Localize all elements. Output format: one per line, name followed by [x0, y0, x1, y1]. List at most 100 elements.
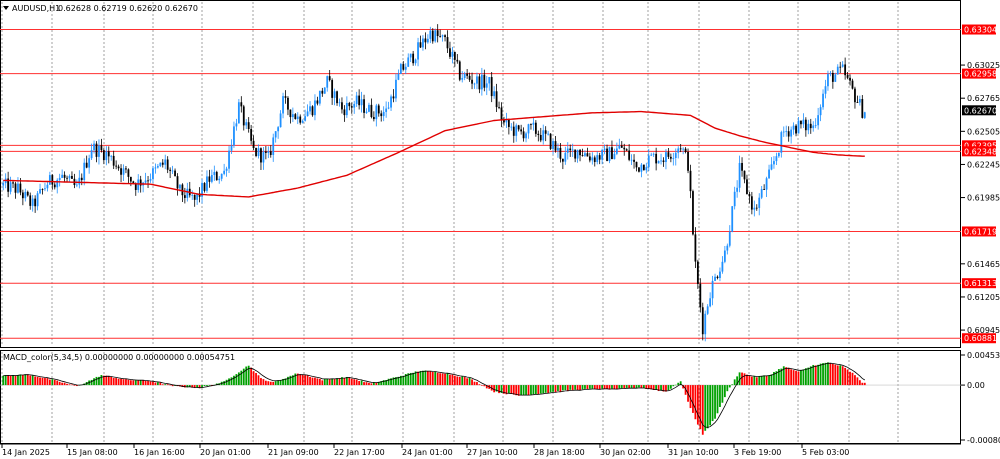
- candle-body: [593, 157, 596, 162]
- candle-body: [412, 53, 415, 64]
- candle-body: [311, 106, 314, 116]
- macd-bar: [289, 375, 292, 386]
- macd-bar: [51, 379, 54, 386]
- candle-body: [12, 182, 14, 184]
- macd-bar: [137, 380, 140, 386]
- macd-bar: [647, 385, 650, 389]
- candle-body: [768, 169, 770, 179]
- candle-body: [291, 114, 294, 118]
- macd-bar: [142, 380, 145, 386]
- candle-body: [782, 131, 785, 133]
- macd-bar: [613, 385, 616, 390]
- macd-bar: [495, 385, 498, 392]
- candle-body: [426, 38, 429, 43]
- candle-body: [861, 99, 864, 118]
- macd-bar: [660, 385, 662, 391]
- candle-body: [667, 152, 670, 157]
- macd-bar: [591, 385, 594, 389]
- macd-bar: [343, 378, 346, 386]
- candle-body: [402, 64, 405, 70]
- candle-body: [721, 261, 724, 272]
- macd-bar: [117, 378, 120, 386]
- candle-body: [98, 145, 100, 157]
- candle-body: [78, 177, 81, 185]
- macd-bar: [851, 372, 854, 386]
- macd-bar: [463, 376, 466, 386]
- macd-bar: [719, 385, 721, 407]
- macd-bar: [655, 385, 658, 390]
- candle-body: [257, 148, 260, 156]
- macd-bar: [623, 385, 626, 389]
- candle-body: [471, 79, 473, 84]
- candle-body: [117, 166, 120, 169]
- candle-body: [858, 99, 861, 103]
- macd-bar: [586, 385, 589, 390]
- candle-body: [647, 155, 650, 168]
- macd-bar: [814, 365, 817, 386]
- x-tick-label: 16 Jan 16:00: [134, 448, 185, 457]
- macd-bar: [714, 385, 716, 419]
- macd-bar: [753, 376, 756, 386]
- candle-body: [613, 153, 616, 160]
- candle-body: [21, 192, 24, 199]
- candle-body: [701, 307, 704, 335]
- macd-bar: [71, 384, 73, 386]
- candle-body: [453, 51, 456, 60]
- macd-bar: [768, 375, 770, 386]
- candle-body: [294, 114, 297, 120]
- collapse-triangle-icon[interactable]: [3, 6, 9, 10]
- candle-body: [615, 148, 618, 154]
- macd-bar: [584, 385, 586, 389]
- macd-bar: [100, 375, 103, 386]
- candle-body: [844, 64, 847, 76]
- candle-body: [306, 111, 309, 117]
- macd-bar: [542, 385, 545, 394]
- macd-bar: [728, 385, 731, 388]
- candle-body: [154, 167, 157, 169]
- candle-body: [719, 271, 721, 278]
- macd-bar: [34, 376, 37, 386]
- candle-body: [623, 147, 626, 150]
- candle-body: [780, 132, 783, 153]
- macd-bar: [417, 371, 419, 386]
- macd-bar: [191, 385, 194, 388]
- candle-body: [215, 171, 218, 181]
- candle-body: [601, 149, 604, 160]
- macd-bar: [19, 374, 22, 386]
- level-price-badge: [962, 140, 996, 151]
- macd-bar: [682, 385, 685, 389]
- macd-bar: [48, 379, 51, 386]
- candle-body: [122, 168, 125, 175]
- candle-body: [608, 147, 611, 161]
- macd-bar: [544, 385, 547, 393]
- macd-bar: [817, 364, 820, 386]
- macd-bar: [233, 375, 235, 386]
- candle-body: [822, 93, 824, 108]
- candle-body: [176, 176, 179, 189]
- macd-bar: [4, 375, 7, 386]
- macd-bar: [29, 375, 32, 386]
- macd-bar: [21, 375, 24, 386]
- macd-bar: [365, 382, 368, 386]
- candle-body: [478, 76, 481, 90]
- macd-bar: [736, 376, 739, 386]
- candle-body: [31, 198, 34, 206]
- level-price-label: 0.60881: [964, 334, 997, 343]
- macd-bar: [841, 366, 844, 386]
- level-price-label: 0.63304: [964, 26, 997, 35]
- macd-bar: [326, 378, 329, 386]
- candle-body: [235, 123, 238, 127]
- x-tick-label: 24 Jan 01:00: [402, 448, 453, 457]
- macd-bar: [382, 380, 385, 386]
- macd-bar: [235, 374, 238, 386]
- candle-body: [127, 169, 130, 177]
- candle-body: [345, 102, 348, 116]
- macd-bar: [620, 385, 623, 389]
- macd-bar: [704, 385, 707, 431]
- macd-bar: [716, 385, 719, 414]
- macd-bar: [701, 385, 704, 435]
- candle-body: [120, 168, 122, 175]
- x-tick-label: 5 Feb 03:00: [802, 448, 849, 457]
- candle-body: [53, 184, 56, 188]
- macd-bar: [242, 368, 245, 386]
